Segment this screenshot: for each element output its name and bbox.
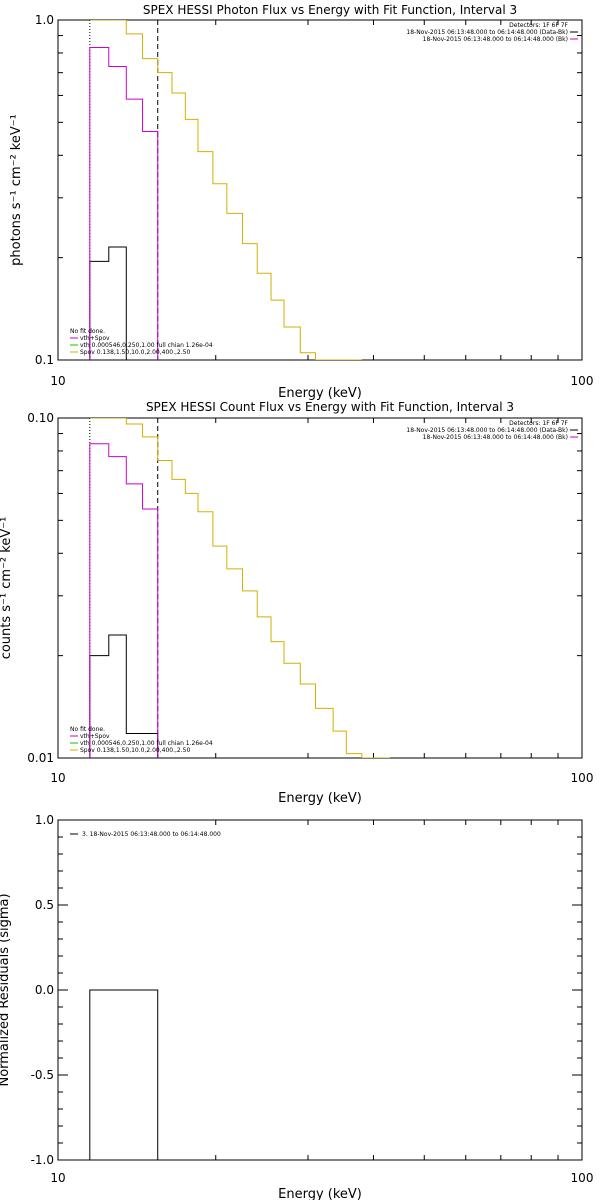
series-1 [90, 990, 158, 1160]
legend-top-left: 3. 18-Nov-2015 06:13:48.000 to 06:14:48.… [70, 831, 221, 838]
legend-entry: 18-Nov-2015 06:13:48.000 to 06:14:48.000… [423, 36, 568, 43]
legend-entry: Detectors: 1F 6F 7F [509, 22, 568, 29]
x-axis-label: Energy (keV) [278, 791, 362, 806]
legend-entry: Spov 0.138,1.50,10.0,2.00,400.,2.50 [80, 747, 190, 754]
legend-entry: Spov 0.138,1.50,10.0,2.00,400.,2.50 [80, 349, 190, 356]
x-axis-label: Energy (keV) [278, 1187, 362, 1200]
legend-entry: vth+Spov [80, 733, 110, 740]
legend-entry: vth+Spov [80, 335, 110, 342]
data-area [90, 20, 362, 360]
x-tick-label: 100 [571, 374, 594, 388]
panel-1: SPEX HESSI Photon Flux vs Energy with Fi… [9, 3, 593, 401]
legend-entry: No fit done. [70, 726, 105, 733]
y-axis-label: Normalized Residuals (sigma) [0, 893, 12, 1086]
y-tick-label: 0.0 [35, 983, 54, 997]
x-axis-ticks [58, 418, 558, 758]
x-axis-label: Energy (keV) [278, 386, 362, 401]
legend-entry: vth 0.000546,0.250,1.00 full chian 1.26e… [80, 342, 213, 349]
chart-title: SPEX HESSI Photon Flux vs Energy with Fi… [143, 3, 517, 17]
series-step-line [90, 444, 158, 758]
data-area [90, 418, 390, 758]
y-tick-label: -0.5 [31, 1068, 54, 1082]
x-axis-ticks [58, 20, 558, 360]
series-3 [90, 418, 390, 758]
series-step-line [90, 20, 362, 360]
y-tick-label: 1.0 [35, 813, 54, 827]
panel-2: SPEX HESSI Count Flux vs Energy with Fit… [0, 400, 593, 806]
x-tick-label: 100 [571, 1171, 594, 1185]
plot-frame [58, 20, 582, 360]
series-step-line [90, 418, 390, 758]
legend-entry: 18-Nov-2015 06:13:48.000 to 06:14:48.000… [423, 434, 568, 441]
panel-3: Energy (keV) Normalized Residuals (sigma)… [0, 813, 593, 1200]
y-tick-label: 0.1 [35, 353, 54, 367]
y-axis-ticks [58, 418, 582, 758]
x-tick-label: 10 [50, 1171, 65, 1185]
y-axis-label: counts s⁻¹ cm⁻² keV⁻¹ [0, 517, 14, 660]
series-2 [90, 444, 158, 758]
legend-entry: 18-Nov-2015 06:13:48.000 to 06:14:48.000… [406, 427, 568, 434]
y-tick-label: -1.0 [31, 1153, 54, 1167]
series-step-line [90, 48, 158, 360]
y-tick-label: 1.0 [35, 13, 54, 27]
x-tick-label: 10 [50, 771, 65, 785]
series-2 [90, 48, 158, 360]
legend-entry: 18-Nov-2015 06:13:48.000 to 06:14:48.000… [406, 29, 568, 36]
x-tick-label: 100 [571, 771, 594, 785]
y-axis-ticks [58, 20, 582, 360]
series-3 [90, 20, 362, 360]
legend-entry: 3. 18-Nov-2015 06:13:48.000 to 06:14:48.… [82, 831, 221, 838]
legend-entry: No fit done. [70, 328, 105, 335]
data-area [90, 990, 158, 1160]
plot-frame [58, 418, 582, 758]
x-tick-label: 10 [50, 374, 65, 388]
series-step-line [90, 990, 158, 1160]
legend-entry: vth 0.000546,0.250,1.00 full chian 1.26e… [80, 740, 213, 747]
y-tick-label: 0.10 [27, 411, 54, 425]
spex-figure: SPEX HESSI Photon Flux vs Energy with Fi… [0, 0, 600, 1200]
y-tick-label: 0.5 [35, 898, 54, 912]
y-tick-label: 0.01 [27, 751, 54, 765]
chart-title: SPEX HESSI Count Flux vs Energy with Fit… [146, 400, 514, 414]
y-axis-label: photons s⁻¹ cm⁻² keV⁻¹ [9, 114, 24, 266]
legend-entry: Detectors: 1F 6F 7F [509, 420, 568, 427]
